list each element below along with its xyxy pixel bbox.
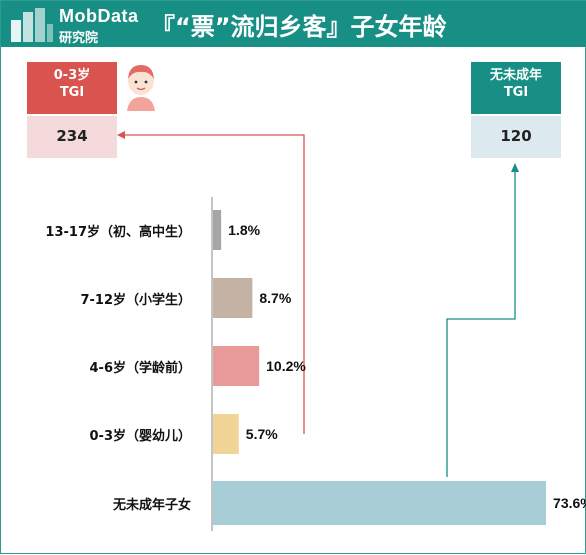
baby-avatar-icon: [127, 65, 155, 111]
value-label-1: 8.7%: [259, 290, 292, 306]
arrow-head-no-minor-icon: [511, 163, 519, 172]
logo-name: MobData: [59, 6, 139, 26]
mobdata-logo-icon: [11, 8, 53, 42]
category-label-0: 13-17岁（初、高中生）: [45, 225, 191, 240]
value-label-4: 73.6%: [553, 495, 586, 511]
connector-line-toddler: [123, 134, 305, 434]
tgi-card-toddler-value: 234: [27, 116, 117, 158]
category-label-2: 4-6岁（学龄前）: [89, 361, 192, 376]
bar-4: [213, 481, 547, 525]
arrow-head-toddler-icon: [117, 131, 125, 139]
bar-0: [213, 210, 222, 250]
tgi-card-no-minor-value: 120: [471, 116, 561, 158]
tgi-card-toddler-tgi: TGI: [59, 85, 85, 100]
category-label-4: 无未成年子女: [112, 498, 191, 513]
value-label-3: 5.7%: [245, 426, 278, 442]
category-label-3: 0-3岁（婴幼儿）: [89, 429, 192, 444]
connector-line-no-minor: [446, 171, 516, 477]
page-title: 『“票”流归乡客』子女年龄: [151, 13, 447, 41]
tgi-card-toddler-label: 0-3岁: [53, 68, 91, 83]
tgi-card-toddler-header: 0-3岁 TGI: [27, 62, 117, 114]
header-bar: MobData 研究院 『“票”流归乡客』子女年龄: [1, 1, 586, 47]
tgi-card-no-minor-label: 无未成年: [489, 68, 542, 83]
bar-3: [213, 414, 239, 454]
category-label-1: 7-12岁（小学生）: [80, 293, 191, 308]
tgi-card-no-minor: 无未成年 TGI 120: [471, 62, 561, 158]
tgi-card-toddler: 0-3岁 TGI 234: [27, 62, 117, 158]
bar-2: [213, 346, 260, 386]
tgi-card-no-minor-tgi: TGI: [503, 85, 529, 100]
value-label-0: 1.8%: [228, 222, 261, 238]
bar-1: [213, 278, 253, 318]
tgi-card-no-minor-header: 无未成年 TGI: [471, 62, 561, 114]
logo-subname: 研究院: [59, 31, 99, 46]
value-label-2: 10.2%: [266, 358, 306, 374]
